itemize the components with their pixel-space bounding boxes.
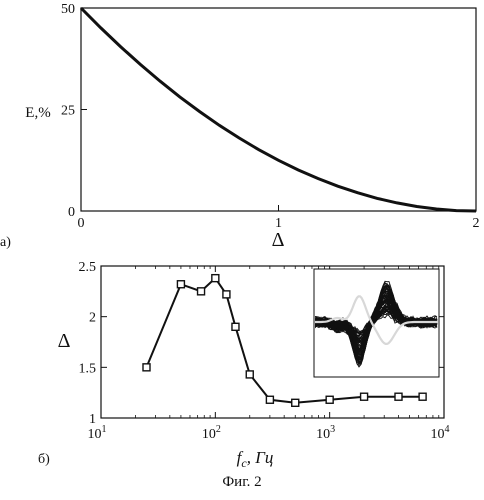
data-point-marker (326, 396, 333, 403)
plot-frame-a (81, 8, 476, 211)
data-point-marker (361, 393, 368, 400)
data-point-marker (419, 393, 426, 400)
data-point-marker (223, 291, 230, 298)
data-point-marker (143, 364, 150, 371)
data-point-marker (212, 275, 219, 282)
y-tick-label-b: 1.5 (79, 361, 97, 376)
panel-label-b: б) (38, 452, 50, 467)
x-tick-label-a: 0 (78, 216, 85, 231)
data-point-marker (177, 281, 184, 288)
y-axis-label-b: Δ (58, 330, 71, 352)
y-tick-label-a: 25 (61, 104, 75, 119)
y-tick-label-a: 50 (61, 2, 75, 17)
axis-ticks-a: 01202550 (61, 2, 480, 231)
x-tick-label-b: 103 (316, 424, 335, 442)
y-tick-label-a: 0 (68, 205, 75, 220)
data-point-marker (198, 288, 205, 295)
data-point-marker (232, 323, 239, 330)
figure-caption: Фиг. 2 (0, 474, 484, 491)
y-axis-label-a: E,% (25, 105, 50, 121)
x-axis-label-a: Δ (272, 229, 285, 251)
x-tick-label-b: 104 (431, 424, 450, 442)
data-point-marker (395, 393, 402, 400)
y-tick-label-b: 2 (89, 311, 96, 326)
data-point-marker (246, 371, 253, 378)
chart-panel-a: 01202550 E,% Δ а) (0, 2, 480, 251)
y-tick-label-b: 1 (89, 412, 96, 427)
x-tick-label-b: 102 (202, 424, 221, 442)
series-line-a (81, 8, 476, 211)
y-tick-label-b: 2.5 (79, 260, 97, 275)
data-point-marker (266, 396, 273, 403)
x-tick-label-a: 2 (473, 216, 480, 231)
x-axis-label-b: fc, Гц (237, 448, 274, 470)
inset-waveform (314, 269, 439, 377)
figure: 01202550 E,% Δ а) 10110210310411.522.5 Δ… (0, 0, 484, 470)
panel-label-a: а) (0, 235, 11, 250)
chart-panel-b: 10110210310411.522.5 Δ fc, Гц б) (38, 260, 450, 470)
data-point-marker (292, 399, 299, 406)
